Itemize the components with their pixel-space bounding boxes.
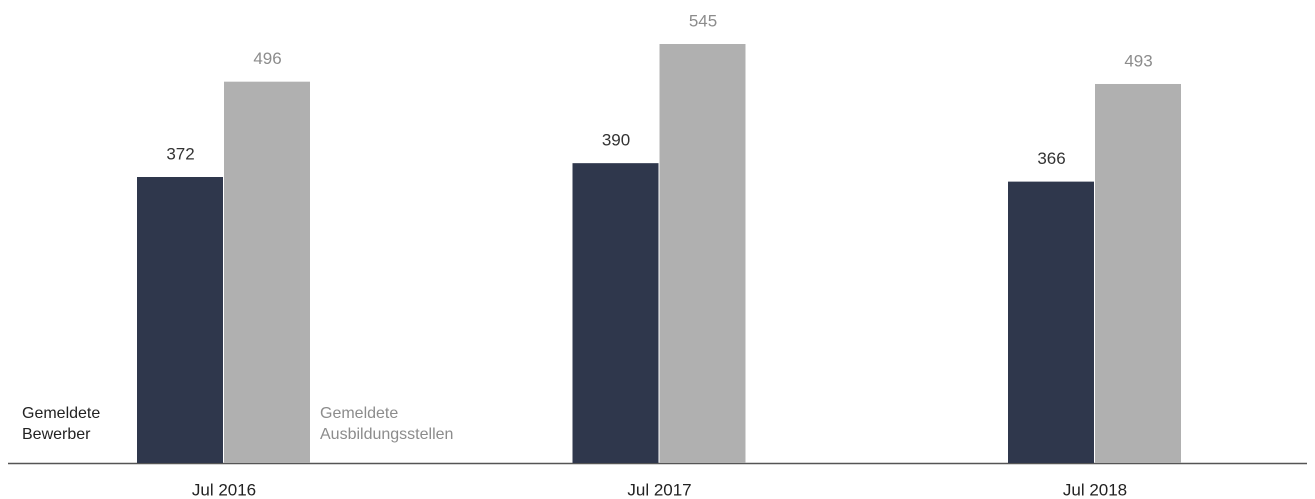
bar <box>1095 83 1181 464</box>
legend-entry: Gemeldete Ausbildungsstellen <box>320 405 454 443</box>
x-tick-label: Jul 2017 <box>627 480 691 499</box>
data-label: 545 <box>689 11 717 30</box>
data-label: 390 <box>602 131 630 150</box>
bar <box>1008 181 1094 463</box>
bar <box>224 81 310 463</box>
x-tick-label: Jul 2018 <box>1063 480 1127 499</box>
data-label: 372 <box>166 144 194 163</box>
data-label: 366 <box>1037 149 1065 168</box>
bar <box>572 163 659 463</box>
x-tick-label: Jul 2016 <box>192 480 256 499</box>
bar <box>659 44 746 463</box>
bar <box>137 177 223 463</box>
data-label: 493 <box>1124 51 1152 70</box>
legend-entry: Gemeldete Bewerber <box>22 405 101 443</box>
data-label: 496 <box>253 49 281 68</box>
